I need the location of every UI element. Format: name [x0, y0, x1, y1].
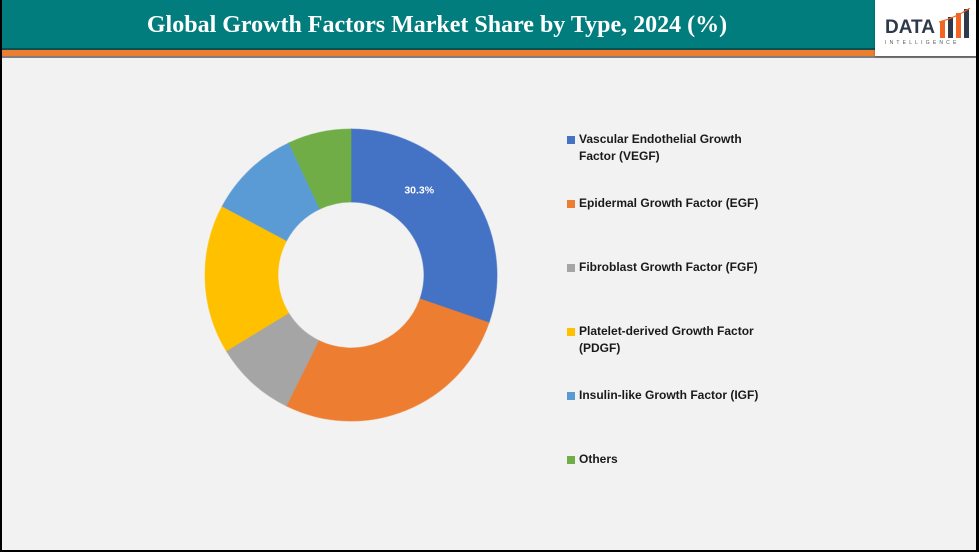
- logo: DATA INTELLIGENCE: [875, 0, 976, 56]
- legend-swatch-icon: [567, 136, 575, 144]
- legend-swatch-icon: [567, 328, 575, 336]
- header-shadow-line: [2, 56, 976, 58]
- donut-slice: [204, 205, 290, 352]
- donut-slice: [285, 298, 490, 422]
- header-bar: Global Growth Factors Market Share by Ty…: [2, 0, 976, 48]
- logo-subtext: INTELLIGENCE: [885, 40, 960, 46]
- legend-label: Insulin-like Growth Factor (IGF): [579, 388, 759, 402]
- bar-chart-logo-icon: [939, 8, 971, 38]
- legend-swatch-icon: [567, 392, 575, 400]
- header-divider: [2, 48, 976, 50]
- legend-label: Fibroblast Growth Factor (FGF): [579, 260, 758, 274]
- legend-label: Vascular Endothelial Growth Factor (VEGF…: [579, 132, 742, 163]
- donut-slice: [350, 128, 498, 324]
- header-accent-stripe: [2, 50, 976, 56]
- legend-swatch-icon: [567, 264, 575, 272]
- legend-label: Epidermal Growth Factor (EGF): [579, 196, 759, 210]
- logo-wordmark: DATA: [885, 17, 935, 38]
- legend-swatch-icon: [567, 200, 575, 208]
- legend-swatch-icon: [567, 456, 575, 464]
- legend-label: Platelet-derived Growth Factor (PDGF): [579, 324, 754, 355]
- data-label: 30.3%: [404, 184, 434, 196]
- page-title: Global Growth Factors Market Share by Ty…: [146, 12, 728, 38]
- donut-slice: [288, 128, 352, 210]
- legend-label: Others: [579, 452, 618, 466]
